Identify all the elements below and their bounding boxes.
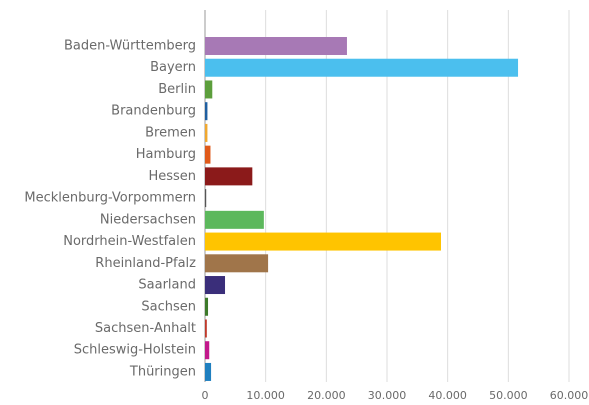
- bar: [205, 341, 210, 360]
- bar: [205, 37, 347, 55]
- y-tick-label: Hamburg: [136, 147, 196, 162]
- y-tick-label: Berlin: [158, 82, 196, 97]
- y-tick-label: Schleswig-Holstein: [74, 343, 196, 358]
- y-tick-label: Brandenburg: [111, 104, 196, 119]
- bar: [205, 297, 209, 316]
- x-tick-label: 60.000: [550, 389, 589, 402]
- y-tick-label: Sachsen-Anhalt: [95, 321, 196, 336]
- y-tick-label: Baden-Württemberg: [64, 39, 196, 54]
- bar: [205, 189, 207, 208]
- x-tick-label: 40.000: [428, 389, 467, 402]
- y-tick-label: Bayern: [150, 60, 196, 75]
- bar: [205, 123, 208, 142]
- x-tick-label: 50.000: [489, 389, 528, 402]
- x-tick-label: 0: [202, 389, 209, 402]
- bar: [205, 362, 212, 381]
- bar: [205, 80, 213, 99]
- y-tick-label: Thüringen: [129, 364, 196, 379]
- bar: [205, 167, 253, 186]
- bar: [205, 210, 264, 229]
- x-tick-label: 30.000: [368, 389, 407, 402]
- y-tick-label: Bremen: [145, 125, 196, 140]
- y-tick-label: Sachsen: [141, 299, 196, 314]
- y-tick-label: Nordrhein-Westfalen: [63, 234, 196, 249]
- bar: [205, 276, 226, 295]
- bar: [205, 102, 208, 121]
- y-tick-label: Rheinland-Pfalz: [95, 256, 196, 271]
- bar: [205, 232, 441, 251]
- x-tick-label: 10.000: [246, 389, 285, 402]
- y-tick-label: Saarland: [138, 278, 196, 293]
- y-tick-label: Niedersachsen: [100, 212, 196, 227]
- bar: [205, 58, 519, 77]
- y-tick-label: Mecklenburg-Vorpommern: [24, 191, 196, 206]
- bar: [205, 254, 269, 273]
- bar: [205, 319, 207, 338]
- bar: [205, 145, 211, 164]
- x-tick-label: 20.000: [307, 389, 346, 402]
- y-tick-label: Hessen: [148, 169, 196, 184]
